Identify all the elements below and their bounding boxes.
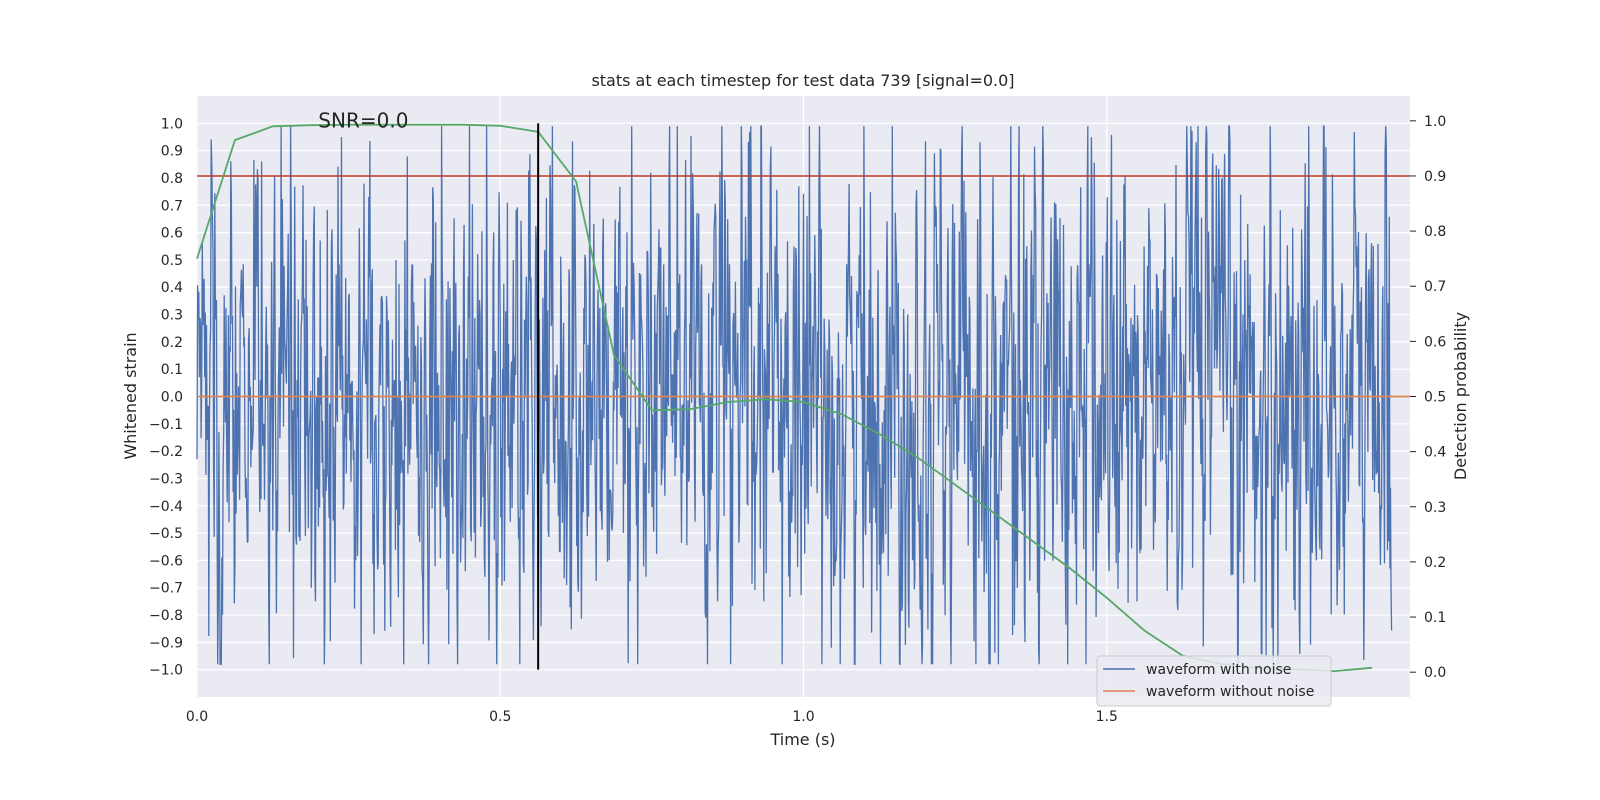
y-tick-label: 0.6 [161, 226, 183, 242]
series-waveform-with-noise [196, 125, 1393, 665]
axes: 0.0 0.5 1.0 1.5 −1.0 −0.9 −0.8 −0.7 −0.6 −0.5 −0.4… [149, 114, 1446, 725]
y-tick-label: 1.0 [161, 116, 183, 132]
y-tick-label: 0.8 [161, 171, 183, 187]
y-axis-label: Whitened strain [121, 332, 140, 459]
x-tick-label: 0.0 [186, 709, 208, 725]
y2-tick-label: 0.6 [1424, 334, 1446, 350]
legend-label-clean: waveform without noise [1146, 684, 1314, 700]
y-tick-label: −0.6 [149, 553, 183, 569]
series-detection-probability [196, 123, 1373, 673]
x-tick-label: 1.5 [1096, 709, 1118, 725]
y2-tick-label: 0.4 [1424, 445, 1446, 461]
y2-tick-label: 0.1 [1424, 610, 1446, 626]
y-tick-label: −0.3 [149, 471, 183, 487]
y2-tick-label: 0.0 [1424, 665, 1446, 681]
y-tick-label: 0.2 [161, 335, 183, 351]
y-tick-label: 0.7 [161, 198, 183, 214]
y-tick-label: 0.0 [161, 390, 183, 406]
y2-tick-label: 1.0 [1424, 114, 1446, 130]
x-tick-label: 1.0 [792, 709, 814, 725]
y2-tick-label: 0.2 [1424, 555, 1446, 571]
legend-box [1096, 655, 1332, 707]
y2-tick-label: 0.7 [1424, 279, 1446, 295]
y-tick-label: −0.7 [149, 581, 183, 597]
y-tick-label: −1.0 [149, 663, 183, 679]
y-tick-label: −0.9 [149, 635, 183, 651]
y-tick-label: −0.8 [149, 608, 183, 624]
y2-axis-label: Detection probability [1451, 312, 1470, 480]
y2-tick-label: 0.8 [1424, 224, 1446, 240]
snr-annotation: SNR=0.0 [318, 108, 408, 132]
y2-tick-label: 0.5 [1424, 390, 1446, 406]
data-layer [196, 123, 1410, 673]
legend: waveform with noise waveform without noi… [1096, 655, 1332, 707]
x-tick-label: 0.5 [489, 709, 511, 725]
y-tick-label: −0.1 [149, 417, 183, 433]
y-tick-label: 0.3 [161, 308, 183, 324]
y-tick-label: 0.1 [161, 362, 183, 378]
y-tick-label: −0.4 [149, 499, 183, 515]
chart-title: stats at each timestep for test data 739… [591, 71, 1014, 90]
y-tick-label: −0.5 [149, 526, 183, 542]
y-tick-label: 0.5 [161, 253, 183, 269]
y-tick-label: −0.2 [149, 444, 183, 460]
x-axis-label: Time (s) [769, 730, 835, 749]
y-tick-label: 0.9 [161, 144, 183, 160]
legend-label-noisy: waveform with noise [1146, 662, 1291, 678]
y-tick-label: 0.4 [161, 280, 183, 296]
y2-tick-label: 0.9 [1424, 169, 1446, 185]
y2-tick-label: 0.3 [1424, 500, 1446, 516]
